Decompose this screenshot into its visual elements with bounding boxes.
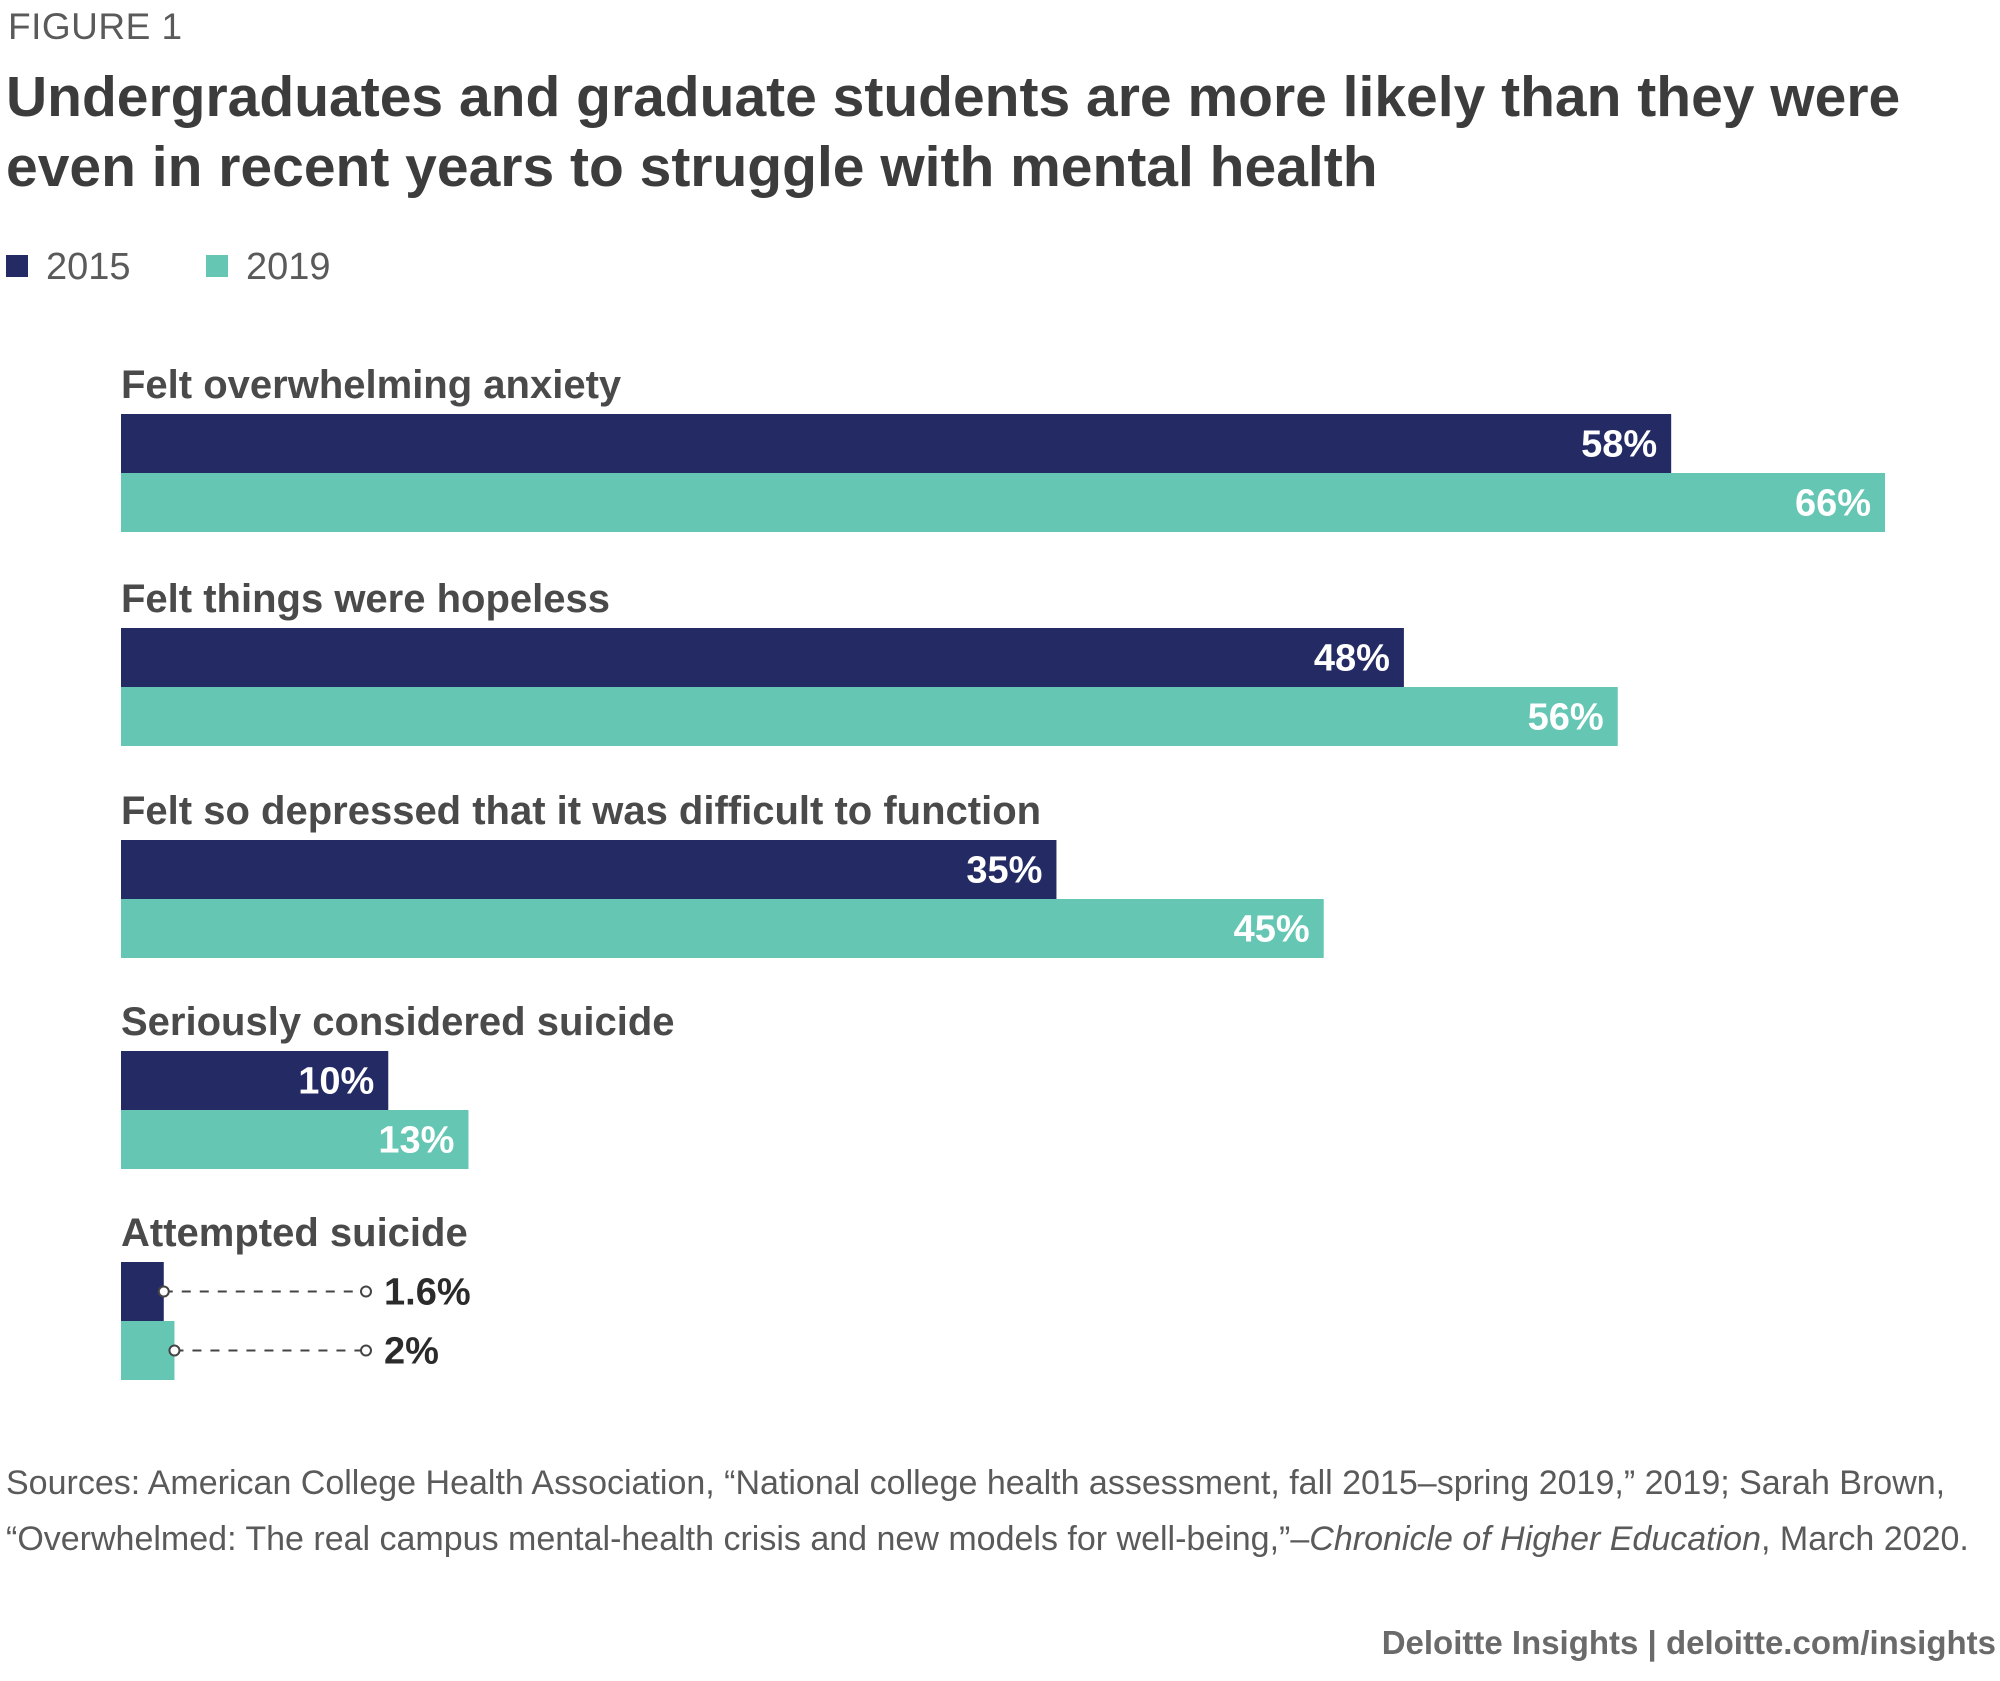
legend-swatch-2015 xyxy=(6,255,28,277)
category-label: Felt overwhelming anxiety xyxy=(121,363,622,407)
bar-2019 xyxy=(121,899,1324,958)
credit-line: Deloitte Insights | deloitte.com/insight… xyxy=(1381,1624,1996,1661)
bar-2019 xyxy=(121,1321,175,1380)
category-label: Felt so depressed that it was difficult … xyxy=(121,789,1041,833)
category-label: Attempted suicide xyxy=(121,1211,468,1255)
data-label: 1.6% xyxy=(384,1272,471,1314)
bar-2015 xyxy=(121,414,1672,473)
legend-label-2019: 2019 xyxy=(246,246,331,288)
figure-label: FIGURE 1 xyxy=(8,6,183,47)
legend-label-2015: 2015 xyxy=(46,246,131,288)
data-label: 56% xyxy=(1528,697,1604,739)
bar-2019 xyxy=(121,1110,469,1169)
data-label: 10% xyxy=(298,1061,374,1103)
sources-note: Sources: American College Health Associa… xyxy=(6,1455,1991,1567)
category-label: Felt things were hopeless xyxy=(121,577,610,621)
data-label: 48% xyxy=(1314,638,1390,680)
bar-2015 xyxy=(121,840,1057,899)
legend-item-2019: 2019 xyxy=(206,246,331,289)
legend-swatch-2019 xyxy=(206,255,228,277)
data-label: 13% xyxy=(378,1120,454,1162)
data-label: 45% xyxy=(1234,909,1310,951)
leader-dot xyxy=(360,1285,372,1298)
sources-publication: Chronicle of Higher Education xyxy=(1309,1520,1761,1558)
category-label: Seriously considered suicide xyxy=(121,1000,675,1044)
data-label: 2% xyxy=(384,1331,439,1373)
data-label: 66% xyxy=(1795,483,1871,525)
bar-2019 xyxy=(121,687,1618,746)
leader-dot xyxy=(168,1344,181,1357)
chart-title: Undergraduates and graduate students are… xyxy=(6,65,1901,199)
sources-date: , March 2020. xyxy=(1760,1520,1969,1558)
legend-item-2015: 2015 xyxy=(6,246,131,289)
data-label: 58% xyxy=(1581,424,1657,466)
data-label: 35% xyxy=(966,850,1042,892)
bar-2015 xyxy=(121,1262,164,1321)
bar-2015 xyxy=(121,628,1404,687)
sources-text: Sources: American College Health Associa… xyxy=(6,1464,1946,1558)
bar-2015 xyxy=(121,1051,389,1110)
bar-2019 xyxy=(121,473,1885,532)
leader-dot xyxy=(360,1344,372,1357)
leader-dot xyxy=(157,1285,170,1298)
